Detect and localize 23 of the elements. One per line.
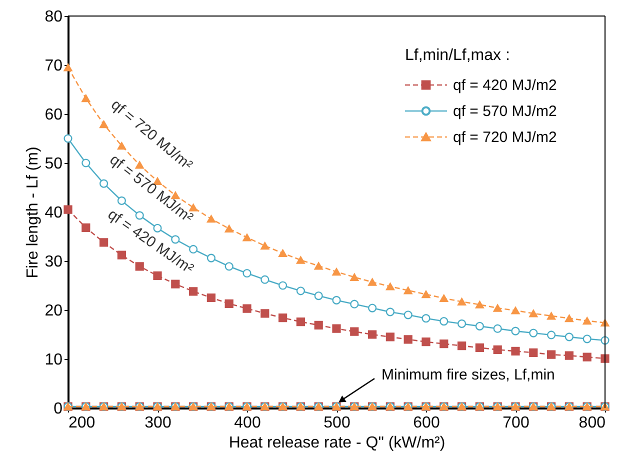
legend-label: qf = 420 MJ/m2 [453, 77, 557, 94]
x-tick-label: 200 [68, 414, 96, 432]
y-tick-label: 40 [44, 204, 63, 222]
x-tick-label: 700 [502, 414, 530, 432]
x-tick-label: 500 [324, 414, 350, 432]
y-tick-label: 30 [44, 254, 63, 270]
annotation: Minimum fire sizes, Lf,min [382, 366, 555, 384]
y-tick-label: 50 [44, 156, 63, 172]
y-tick-label: 70 [44, 58, 63, 74]
x-axis-title: Heat release rate - Q" (kW/m²) [228, 434, 446, 452]
x-tick-label: 400 [234, 414, 261, 432]
y-tick-label: 20 [44, 302, 63, 320]
y-tick-label: 60 [44, 106, 63, 124]
x-tick-label: 300 [144, 414, 172, 432]
legend-title: Lf,min/Lf,max : [405, 47, 510, 64]
y-tick-label: 0 [54, 400, 63, 418]
y-tick-label: 10 [44, 352, 63, 368]
y-axis-title: Fire length - Lf (m) [24, 146, 42, 278]
legend-label: qf = 570 MJ/m2 [453, 103, 557, 120]
y-tick-label: 80 [44, 8, 63, 26]
x-tick-label: 800 [578, 414, 606, 432]
x-tick-label: 600 [413, 414, 440, 432]
legend-label: qf = 720 MJ/m2 [453, 129, 557, 146]
